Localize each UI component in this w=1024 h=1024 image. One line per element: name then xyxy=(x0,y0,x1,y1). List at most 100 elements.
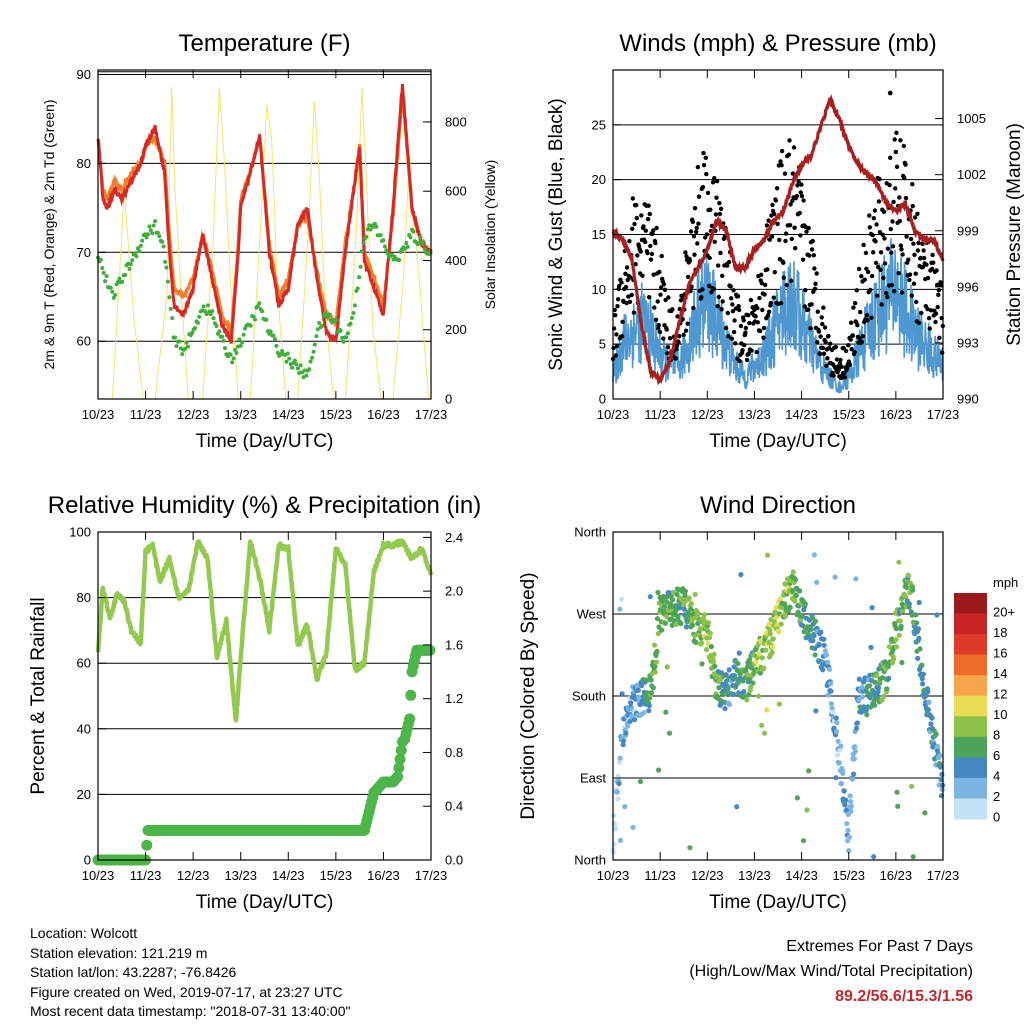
gust-point xyxy=(804,229,809,234)
dewpoint-point xyxy=(294,362,299,367)
temperature-xtick-label: 11/23 xyxy=(130,407,162,422)
direction-point xyxy=(851,756,858,762)
direction-point xyxy=(808,626,815,632)
humidity-y2tick-label: 0.4 xyxy=(445,799,463,814)
direction-point xyxy=(686,595,692,601)
gust-point xyxy=(624,300,629,306)
direction-point xyxy=(652,664,658,670)
direction-point xyxy=(864,712,870,718)
direction-point xyxy=(842,802,848,808)
gust-point xyxy=(911,281,917,286)
temperature-ylabel-left: 2m & 9m T (Red, Orange) & 2m Td (Green) xyxy=(41,100,57,370)
gust-point xyxy=(759,281,764,286)
direction-point xyxy=(756,693,762,699)
gust-point xyxy=(694,229,699,235)
colorbar-swatch xyxy=(954,695,987,717)
dewpoint-point xyxy=(355,286,360,291)
gust-point xyxy=(825,356,830,361)
dewpoint-point xyxy=(237,337,242,342)
precip-point xyxy=(404,713,416,725)
gust-point xyxy=(857,336,862,341)
gust-point xyxy=(916,240,921,246)
gust-point xyxy=(904,234,909,239)
gust-point xyxy=(812,286,818,291)
gust-point xyxy=(731,329,737,335)
gust-point xyxy=(818,334,823,339)
gust-point xyxy=(867,225,872,230)
direction-ytick-label: North xyxy=(574,853,606,868)
direction-point xyxy=(843,807,850,813)
direction-point xyxy=(894,644,900,650)
gust-point xyxy=(914,299,919,305)
gust-point xyxy=(887,182,892,188)
gust-point xyxy=(796,179,801,184)
gust-point xyxy=(778,300,784,306)
gust-point xyxy=(656,322,661,328)
direction-point xyxy=(769,644,776,650)
gust-point xyxy=(875,293,880,298)
direction-point xyxy=(840,770,846,776)
temperature-ytick-label: 80 xyxy=(77,156,91,171)
gust-point xyxy=(927,316,932,321)
gust-point xyxy=(912,215,918,220)
colorbar-label: 2 xyxy=(993,789,1000,804)
direction-point xyxy=(886,675,892,682)
precip-point xyxy=(393,762,405,774)
gust-point xyxy=(928,308,934,313)
gust-point xyxy=(882,261,888,266)
gust-point xyxy=(890,219,895,224)
dewpoint-point xyxy=(204,312,209,317)
humidity-y2tick-label: 0.0 xyxy=(445,853,463,868)
direction-point xyxy=(811,552,818,558)
gust-point xyxy=(810,238,815,244)
dewpoint-point xyxy=(153,219,158,224)
dewpoint-point xyxy=(253,317,257,322)
winds-title: Winds (mph) & Pressure (mb) xyxy=(619,30,936,57)
dewpoint-point xyxy=(210,309,215,314)
direction-point xyxy=(668,601,674,607)
gust-point xyxy=(651,272,656,277)
direction-point xyxy=(766,621,772,627)
dewpoint-point xyxy=(137,249,142,254)
direction-point xyxy=(737,671,743,677)
colorbar-swatch xyxy=(954,634,987,656)
colorbar-label: 0 xyxy=(993,810,1000,825)
gust-point xyxy=(787,138,792,143)
gust-point xyxy=(691,305,696,311)
dewpoint-point xyxy=(160,239,165,244)
dewpoint-point xyxy=(123,273,128,277)
temperature-xtick-label: 14/23 xyxy=(272,407,305,422)
gust-point xyxy=(816,329,822,334)
humidity-xtick-label: 13/23 xyxy=(224,868,257,883)
gust-point xyxy=(812,266,817,271)
dewpoint-point xyxy=(230,360,235,365)
direction-point xyxy=(664,613,670,619)
gust-point-max xyxy=(887,90,893,96)
gust-point xyxy=(631,310,637,315)
humidity-y2tick-label: 2.4 xyxy=(445,530,463,545)
gust-point xyxy=(889,283,895,288)
gust-point xyxy=(847,362,853,367)
gust-point xyxy=(665,351,670,356)
gust-point xyxy=(937,335,942,340)
gust-point xyxy=(732,318,737,323)
gust-point xyxy=(677,306,682,312)
gust-point xyxy=(807,253,812,258)
gust-point xyxy=(826,333,831,339)
gust-point xyxy=(821,305,826,310)
humidity-ytick-label: 0 xyxy=(84,853,91,868)
gust-point xyxy=(615,304,620,309)
dewpoint-point xyxy=(285,351,290,356)
gust-point xyxy=(786,152,792,157)
direction-point xyxy=(905,572,911,578)
temp-9m-line xyxy=(96,92,433,337)
direction-point xyxy=(776,629,782,635)
direction-point xyxy=(650,685,657,691)
direction-point xyxy=(778,621,784,627)
gust-point xyxy=(795,183,800,188)
direction-point xyxy=(723,672,729,678)
direction-frame xyxy=(612,531,944,861)
winds-ytick-label: 15 xyxy=(592,227,606,242)
gust-point xyxy=(731,288,736,293)
gust-point xyxy=(641,224,646,229)
